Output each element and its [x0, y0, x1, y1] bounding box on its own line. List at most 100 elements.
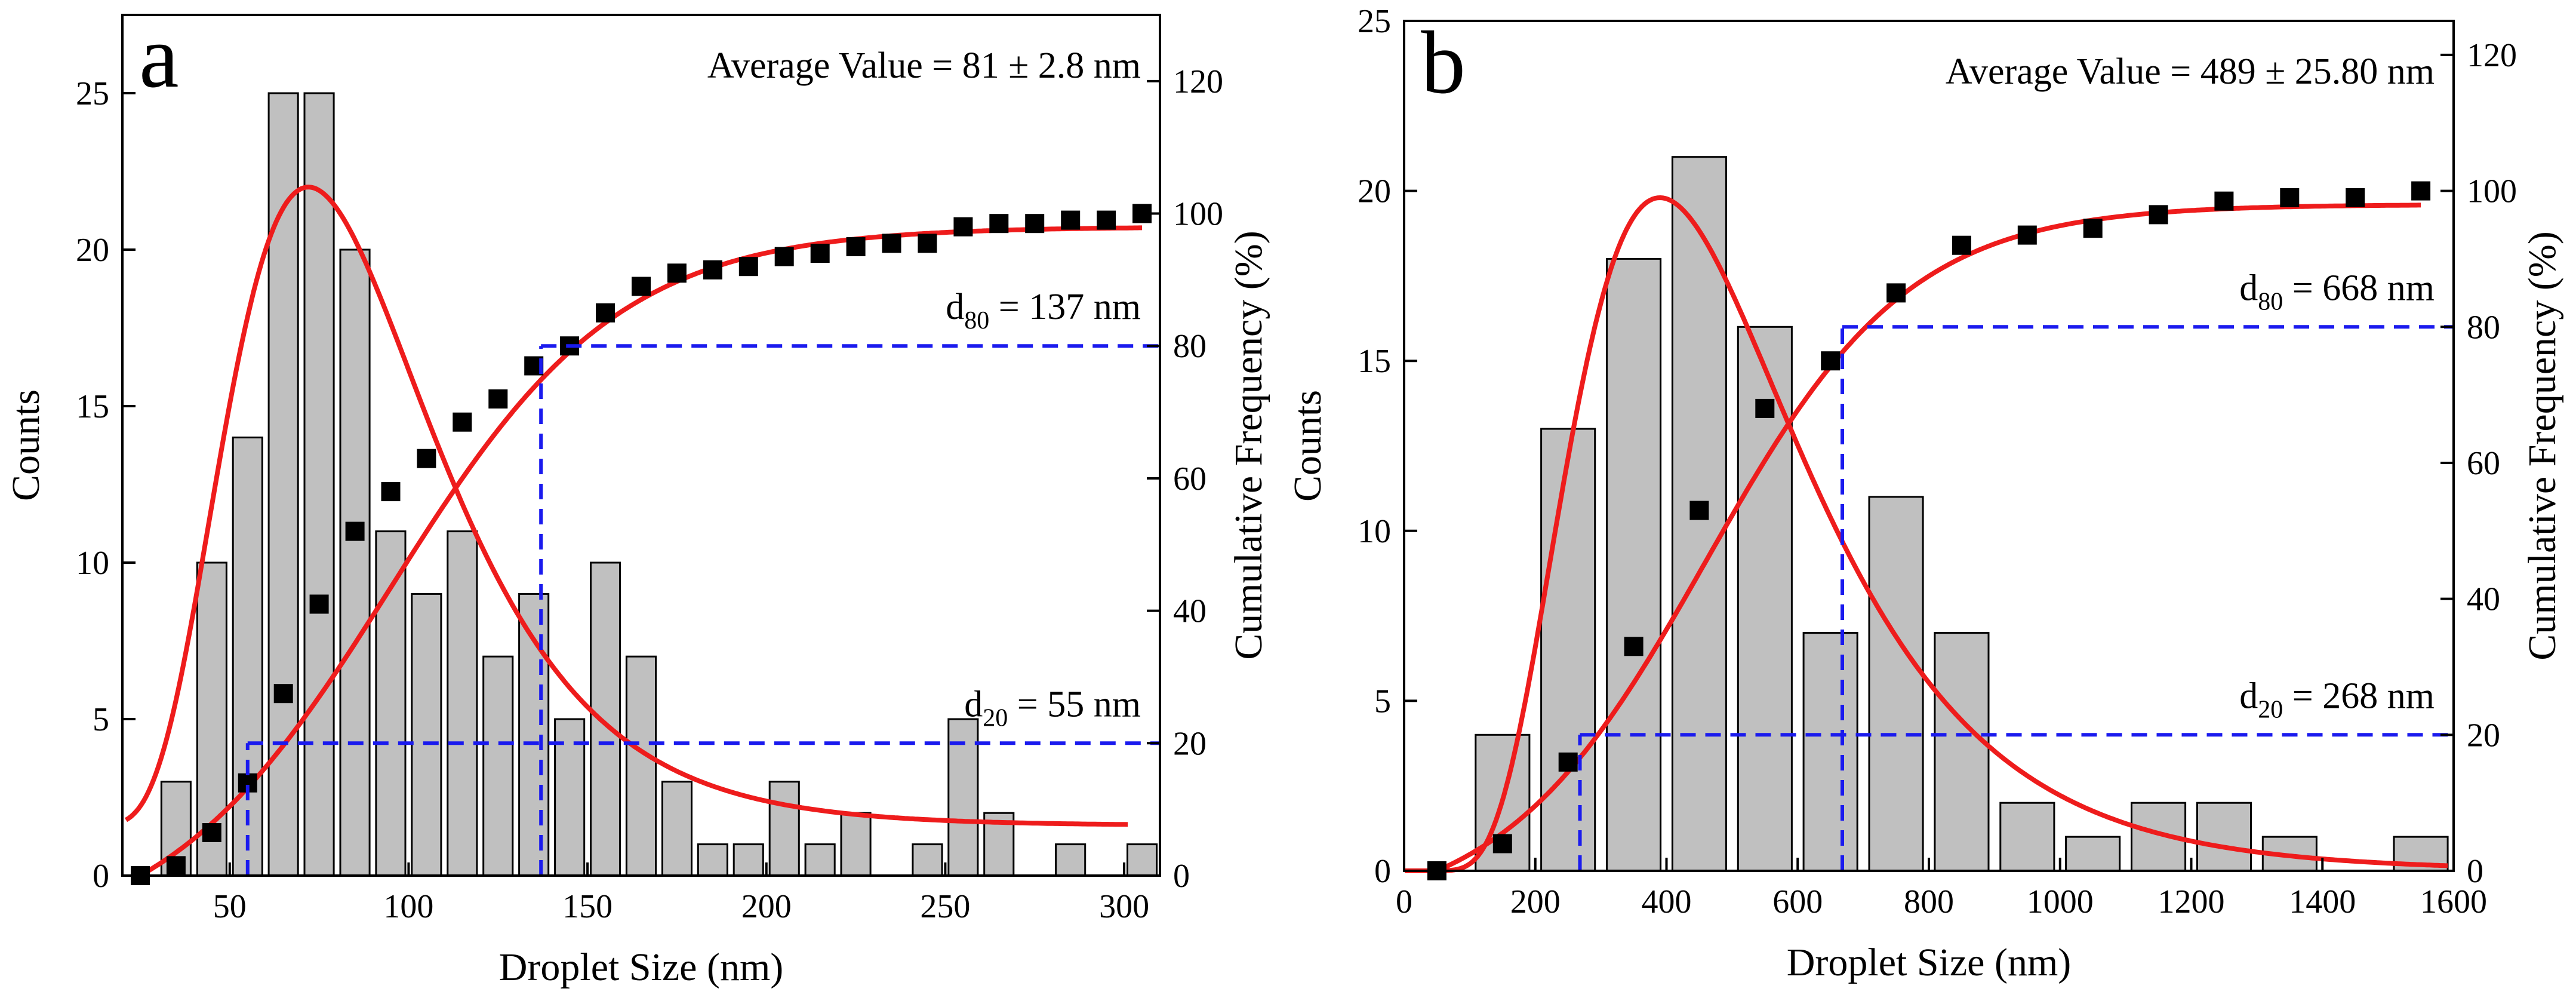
- cumulative-point: [417, 449, 436, 468]
- histogram-bar: [375, 530, 407, 877]
- cumulative-point: [1558, 752, 1578, 772]
- x-tick-label: 0: [1396, 883, 1412, 920]
- d80-label: d80 = 668 nm: [2239, 268, 2435, 315]
- d20-value: = 55 nm: [1008, 684, 1141, 724]
- x-tick-label: 600: [1772, 883, 1823, 920]
- cumulative-point: [667, 263, 687, 283]
- histogram-bar: [912, 843, 943, 877]
- cumulative-point: [953, 217, 973, 237]
- y-tick-label: 10: [76, 545, 109, 582]
- cumulative-point: [345, 521, 365, 541]
- histogram-bar: [1540, 428, 1596, 872]
- y2-tick-label: 0: [1173, 858, 1190, 895]
- d20-label: d20 = 268 nm: [2239, 676, 2435, 723]
- cumulative-point: [166, 856, 186, 876]
- cumulative-fit-curve: [139, 225, 1142, 878]
- histogram-bar: [411, 592, 442, 877]
- histogram-bar: [1802, 632, 1858, 872]
- cumulative-point: [1492, 834, 1512, 854]
- average-value-label: Average Value = 489 ± 25.80 nm: [1946, 51, 2435, 92]
- x-axis-title: Droplet Size (nm): [1787, 941, 2072, 984]
- y-tick-label: 10: [1358, 513, 1391, 550]
- y2-axis-title: Cumulative Frequency (%): [1227, 231, 1270, 659]
- x-tick-label: 200: [1510, 883, 1561, 920]
- y2-tick-label: 100: [1173, 196, 1223, 233]
- panel-b: 0 200 400 600 800 1000 1200 1400 160005101520250…: [1286, 3, 2564, 984]
- cumulative-point: [2017, 225, 2037, 245]
- cumulative-point: [2346, 188, 2365, 207]
- x-tick-label: 150: [562, 888, 613, 925]
- histogram-bar: [840, 812, 872, 877]
- histogram-bar: [1127, 843, 1158, 877]
- panel-a: 50 100 150 200 250 30005101520250204060801001…: [4, 7, 1270, 989]
- cumulative-point: [774, 247, 794, 266]
- x-tick-label: 1000: [2027, 883, 2094, 920]
- y2-tick-label: 80: [1173, 328, 1207, 365]
- y-axis-title: Counts: [4, 389, 48, 501]
- histogram-bar: [1934, 632, 1990, 872]
- cumulative-point: [810, 244, 830, 263]
- y-axis-title: Counts: [1286, 390, 1329, 502]
- x-tick-label: 400: [1642, 883, 1692, 920]
- histogram-bar: [661, 781, 693, 877]
- y-tick-label: 25: [76, 75, 109, 112]
- average-value-label: Average Value = 81 ± 2.8 nm: [707, 45, 1141, 86]
- histogram-bar: [303, 92, 335, 877]
- cumulative-point: [2083, 219, 2103, 238]
- histogram-bar: [733, 843, 764, 877]
- cumulative-point: [703, 260, 722, 280]
- panel-letter: a: [139, 7, 179, 106]
- lognormal-fit-curve: [124, 185, 1128, 827]
- x-axis-title: Droplet Size (nm): [499, 945, 784, 989]
- cumulative-fit-curve: [1436, 202, 2421, 873]
- histogram-bar: [518, 592, 550, 877]
- histogram-bar: [2196, 802, 2252, 872]
- y2-tick-label: 40: [2467, 581, 2500, 618]
- y2-tick-label: 60: [1173, 460, 1207, 498]
- cumulative-point: [1689, 501, 1709, 520]
- y2-tick-label: 100: [2467, 173, 2517, 210]
- x-tick-label: 1600: [2420, 883, 2487, 920]
- d80-label: d80 = 137 nm: [946, 287, 1141, 334]
- y-tick-label: 15: [76, 388, 109, 425]
- histogram-bar: [339, 248, 371, 877]
- d20-value: = 268 nm: [2283, 676, 2435, 716]
- d80-value: = 668 nm: [2283, 268, 2435, 308]
- y-tick-label: 25: [1358, 3, 1391, 40]
- x-tick-label: 1400: [2289, 883, 2356, 920]
- plot-frame: [121, 14, 1161, 877]
- y2-tick-label: 0: [2467, 853, 2483, 890]
- cumulative-point: [632, 277, 651, 296]
- histogram-bar: [625, 655, 657, 877]
- x-tick-label: 250: [920, 888, 970, 925]
- d20-symbol: d: [964, 684, 983, 724]
- cumulative-point: [846, 237, 866, 256]
- cumulative-point: [1025, 214, 1045, 234]
- cumulative-point: [918, 234, 937, 253]
- histogram-bar: [2065, 836, 2121, 872]
- d80-subscript: 80: [964, 307, 989, 334]
- cumulative-point: [882, 234, 901, 253]
- y2-tick-label: 80: [2467, 309, 2500, 346]
- y-tick-label: 0: [1374, 853, 1391, 890]
- y-tick-label: 5: [93, 701, 109, 738]
- cumulative-point: [1061, 210, 1081, 230]
- cumulative-point: [1755, 398, 1775, 418]
- d80-value: = 137 nm: [989, 287, 1141, 327]
- x-tick-label: 200: [741, 888, 792, 925]
- cumulative-point: [1952, 235, 1971, 255]
- y2-tick-label: 20: [1173, 725, 1207, 762]
- y2-tick-label: 20: [2467, 717, 2500, 754]
- y-tick-label: 20: [76, 232, 109, 269]
- y-tick-label: 20: [1358, 173, 1391, 210]
- d20-subscript: 20: [2258, 696, 2283, 723]
- cumulative-point: [453, 412, 472, 432]
- y2-axis-title: Cumulative Frequency (%): [2520, 231, 2564, 660]
- histogram-bar: [697, 843, 728, 877]
- d20-symbol: d: [2239, 676, 2258, 716]
- histogram-bar: [447, 530, 478, 877]
- cumulative-point: [596, 303, 615, 323]
- histogram-bar: [482, 655, 514, 877]
- x-tick-label: 800: [1904, 883, 1954, 920]
